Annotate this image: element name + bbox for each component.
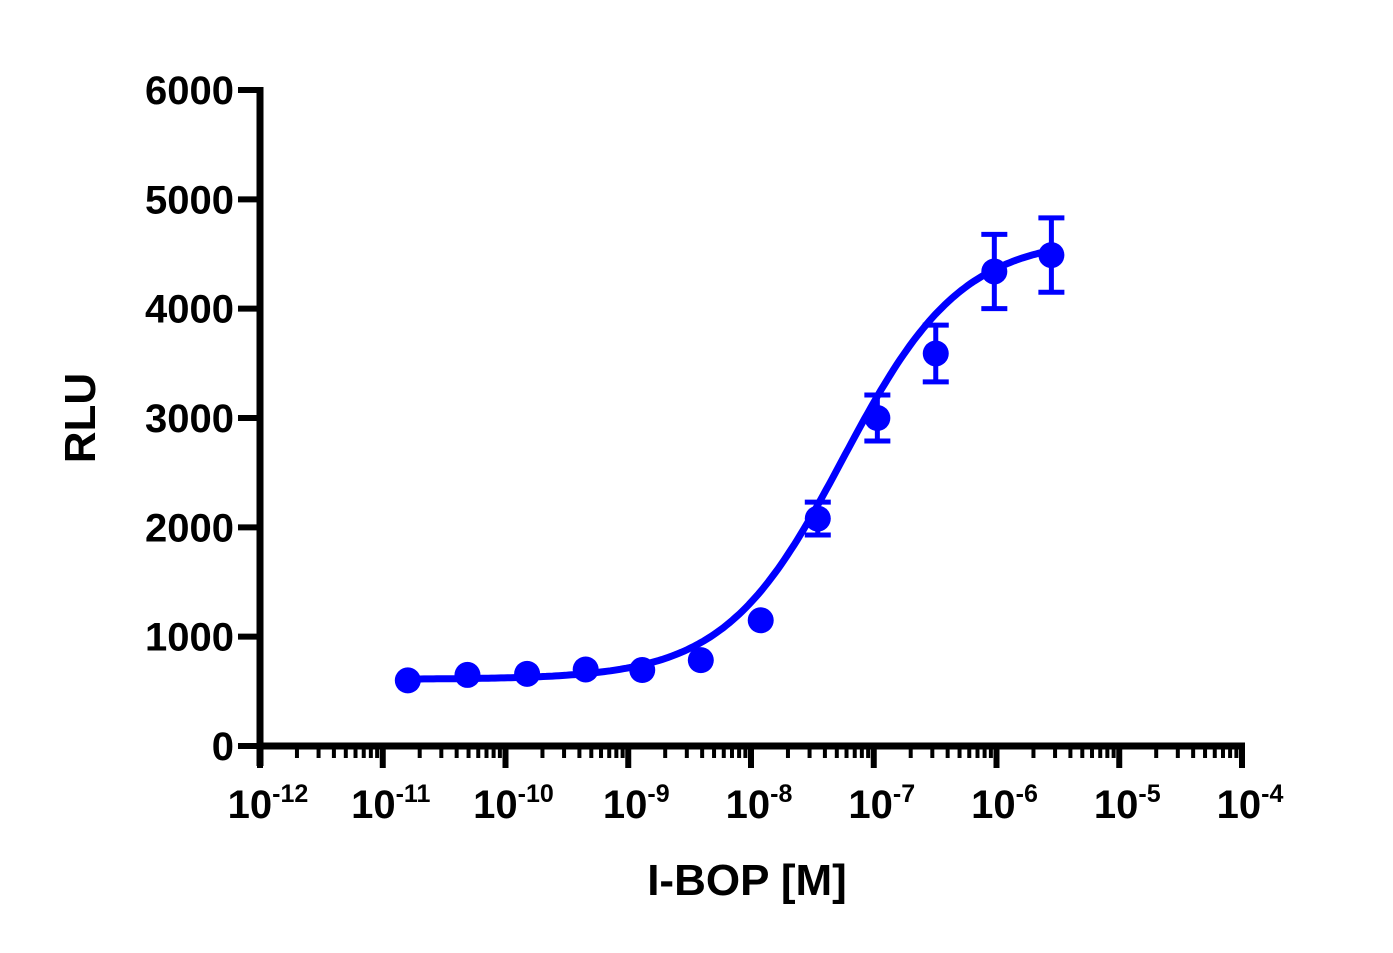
x-tick-label: 10-11 (351, 780, 430, 827)
x-tick-label: 10-9 (603, 780, 670, 827)
fit-curve (404, 246, 1055, 683)
y-axis-title: RLU (56, 373, 105, 463)
sigmoid-fit-line (404, 246, 1055, 683)
y-tick-label: 2000 (145, 506, 234, 550)
data-point (747, 607, 774, 634)
y-tick-label: 5000 (145, 178, 234, 222)
x-tick-label: 10-7 (848, 780, 915, 827)
data-point (804, 505, 831, 532)
x-tick-label: 10-10 (473, 780, 554, 827)
x-tick-label: 10-8 (726, 780, 793, 827)
data-point (981, 258, 1008, 285)
x-axis: 10-12 10-11 10-10 10-9 10-8 10-7 10-6 10-5 10-4 (228, 742, 1284, 827)
data-point (629, 657, 656, 684)
x-tick-label: 10-4 (1217, 780, 1284, 827)
x-tick-label: 10-6 (971, 780, 1038, 827)
data-point (864, 405, 891, 431)
data-point (394, 667, 421, 694)
y-axis: 0 1000 2000 3000 4000 5000 6000 (145, 69, 264, 769)
data-point (687, 647, 714, 674)
data-point (454, 661, 481, 688)
y-tick-label: 0 (212, 725, 234, 769)
data-points (394, 215, 1065, 694)
data-point (572, 656, 599, 683)
y-tick-label: 1000 (145, 616, 234, 660)
data-point (1038, 242, 1065, 269)
x-tick-label: 10-12 (228, 780, 309, 827)
x-axis-title: I-BOP [M] (647, 856, 847, 905)
x-tick-label: 10-5 (1094, 780, 1161, 827)
y-tick-label: 6000 (145, 69, 234, 113)
data-point (514, 660, 541, 687)
y-tick-label: 3000 (145, 397, 234, 441)
data-point (922, 340, 949, 367)
y-tick-label: 4000 (145, 288, 234, 332)
